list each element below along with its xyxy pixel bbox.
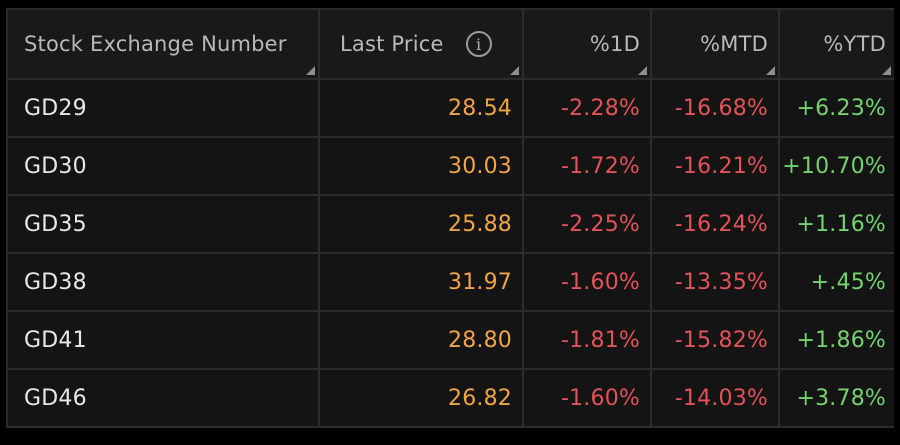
cell-change-mtd: -15.82%: [652, 312, 780, 368]
quotes-table: Stock Exchange Number Last Price i %1D %…: [6, 8, 894, 428]
cell-change-ytd: +6.23%: [796, 95, 886, 121]
cell-symbol: GD30: [8, 138, 320, 194]
cell-symbol: GD46: [8, 370, 320, 426]
cell-last-price: 31.97: [320, 254, 524, 310]
table-row[interactable]: GD35 25.88 -2.25% -16.24% +1.16%: [8, 196, 894, 254]
cell-last-price: 28.54: [320, 80, 524, 136]
table-row[interactable]: GD30 30.03 -1.72% -16.21% +10.70%: [8, 138, 894, 196]
sort-handle-icon[interactable]: [882, 66, 891, 75]
table-row[interactable]: GD38 31.97 -1.60% -13.35% +.45%: [8, 254, 894, 312]
cell-symbol: GD38: [8, 254, 320, 310]
column-header-mtd[interactable]: %MTD: [652, 10, 780, 78]
column-header-1d[interactable]: %1D: [524, 10, 652, 78]
column-header-label: Last Price: [340, 32, 444, 56]
cell-change-1d: -1.81%: [524, 312, 652, 368]
sort-handle-icon[interactable]: [510, 66, 519, 75]
table-header: Stock Exchange Number Last Price i %1D %…: [8, 10, 894, 80]
cell-last-price: 30.03: [320, 138, 524, 194]
column-header-ytd[interactable]: %YTD: [780, 10, 894, 78]
cell-last-price: 25.88: [320, 196, 524, 252]
cell-symbol: GD29: [8, 80, 320, 136]
column-header-symbol[interactable]: Stock Exchange Number: [8, 10, 320, 78]
table-row[interactable]: GD46 26.82 -1.60% -14.03% +3.78%: [8, 370, 894, 428]
cell-change-ytd: +10.70%: [782, 153, 886, 179]
table-row[interactable]: GD29 28.54 -2.28% -16.68% +6.23%: [8, 80, 894, 138]
cell-change-mtd: -14.03%: [652, 370, 780, 426]
sort-handle-icon[interactable]: [638, 66, 647, 75]
cell-last-price: 26.82: [320, 370, 524, 426]
column-header-label: Stock Exchange Number: [24, 32, 287, 56]
cell-change-1d: -1.60%: [524, 254, 652, 310]
column-header-label: %MTD: [700, 32, 768, 56]
cell-symbol: GD41: [8, 312, 320, 368]
cell-symbol: GD35: [8, 196, 320, 252]
column-header-label: %YTD: [823, 32, 886, 56]
sort-handle-icon[interactable]: [306, 66, 315, 75]
cell-change-1d: -2.28%: [524, 80, 652, 136]
cell-change-ytd: +1.16%: [796, 211, 886, 237]
column-header-label: %1D: [589, 32, 640, 56]
cell-change-ytd: +1.86%: [796, 327, 886, 353]
cell-change-1d: -2.25%: [524, 196, 652, 252]
sort-handle-icon[interactable]: [766, 66, 775, 75]
cell-change-ytd: +3.78%: [796, 385, 886, 411]
cell-change-mtd: -16.21%: [652, 138, 780, 194]
cell-change-ytd: +.45%: [810, 269, 886, 295]
cell-change-mtd: -16.68%: [652, 80, 780, 136]
cell-change-1d: -1.60%: [524, 370, 652, 426]
table-row[interactable]: GD41 28.80 -1.81% -15.82% +1.86%: [8, 312, 894, 370]
info-icon[interactable]: i: [465, 31, 492, 57]
column-header-last-price[interactable]: Last Price i: [320, 10, 524, 78]
cell-change-mtd: -13.35%: [652, 254, 780, 310]
cell-change-1d: -1.72%: [524, 138, 652, 194]
cell-change-mtd: -16.24%: [652, 196, 780, 252]
cell-last-price: 28.80: [320, 312, 524, 368]
